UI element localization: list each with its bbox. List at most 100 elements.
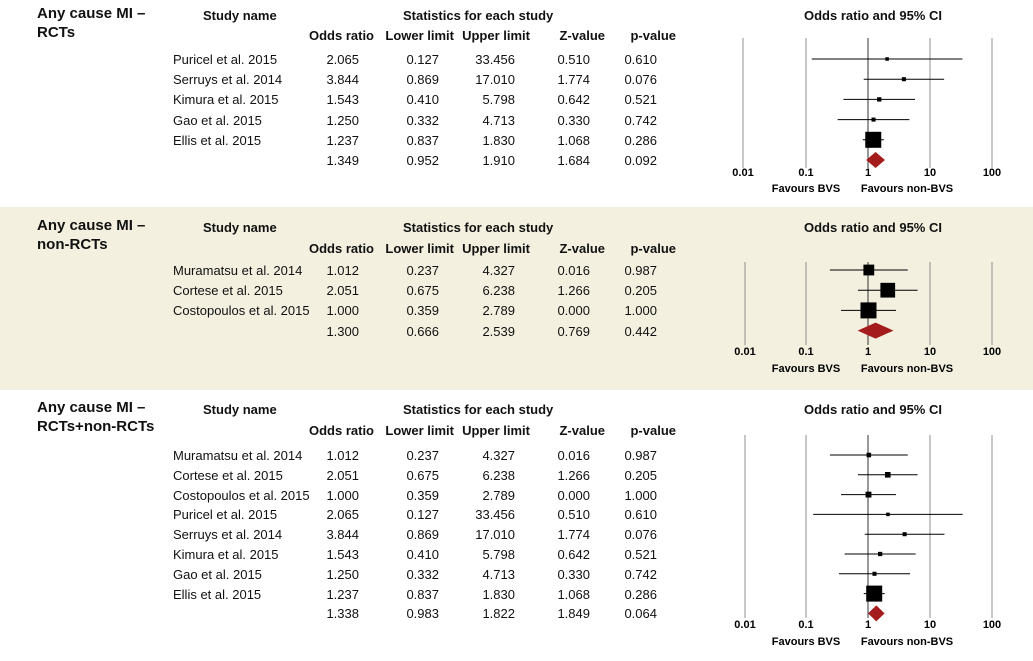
- point-estimate-marker: [860, 302, 877, 319]
- odds-ratio-value: 1.543: [326, 547, 359, 562]
- upper-limit-value: 5.798: [482, 547, 515, 562]
- lower-limit-value: 0.410: [406, 92, 439, 108]
- study-name: Puricel et al. 2015: [173, 507, 278, 523]
- z-value: 1.849: [557, 606, 590, 622]
- study-name-header: Study name: [203, 220, 277, 235]
- odds-ratio-header: Odds ratio: [308, 241, 374, 256]
- lower-limit-value: 0.952: [406, 153, 439, 168]
- upper-limit-value: 4.713: [482, 566, 515, 582]
- upper-limit-value: 1.830: [482, 132, 515, 148]
- favours-left-label: Favours BVS: [772, 363, 840, 375]
- z-value: 1.684: [557, 153, 590, 168]
- z-value: 1.774: [557, 72, 590, 88]
- p-value: 0.205: [624, 467, 657, 483]
- point-estimate-marker: [901, 77, 906, 82]
- lower-limit-header: Lower limit: [385, 423, 454, 438]
- summary-diamond: [857, 322, 894, 339]
- favours-right-label: Favours non-BVS: [861, 636, 953, 648]
- lower-limit-value: 0.869: [406, 527, 439, 543]
- z-value: 0.330: [557, 566, 590, 582]
- odds-ratio-value: 2.051: [326, 283, 359, 299]
- study-name: Cortese et al. 2015: [173, 467, 283, 483]
- upper-limit-value: 1.910: [482, 153, 515, 168]
- x-tick-label: 1: [865, 619, 871, 631]
- z-value: 0.000: [557, 303, 590, 319]
- study-name: Serruys et al. 2014: [173, 527, 283, 543]
- stats-header: Statistics for each study: [403, 220, 554, 235]
- p-value: 0.076: [624, 527, 657, 543]
- study-name-header: Study name: [203, 8, 277, 23]
- upper-limit-value: 4.713: [482, 112, 515, 128]
- z-value: 1.068: [557, 132, 590, 148]
- x-tick-label: 10: [924, 619, 936, 631]
- upper-limit-value: 2.539: [482, 323, 515, 339]
- x-tick-label: 0.01: [732, 167, 753, 179]
- odds-ratio-value: 1.543: [326, 92, 359, 108]
- lower-limit-value: 0.983: [406, 606, 439, 622]
- forest-plot-area: 0.01 0.1 1 10 100 Favours BVS Favours non-BVS: [734, 262, 1001, 375]
- lower-limit-value: 0.237: [406, 448, 439, 463]
- upper-limit-value: 33.456: [475, 507, 515, 523]
- odds-ratio-value: 1.012: [326, 448, 359, 463]
- z-value: 0.330: [557, 112, 590, 128]
- z-value: 0.016: [557, 448, 590, 463]
- upper-limit-header: Upper limit: [462, 241, 530, 256]
- upper-limit-header: Upper limit: [462, 423, 530, 438]
- point-estimate-marker: [866, 452, 872, 458]
- p-value: 0.064: [624, 606, 657, 622]
- lower-limit-value: 0.675: [406, 283, 439, 299]
- z-value: 1.266: [557, 283, 590, 299]
- point-estimate-marker: [886, 512, 890, 517]
- lower-limit-value: 0.675: [406, 467, 439, 483]
- p-value: 0.092: [624, 153, 657, 168]
- z-value: 1.266: [557, 467, 590, 483]
- p-value: 0.521: [624, 92, 657, 108]
- study-name: Costopoulos et al. 2015: [173, 303, 310, 319]
- x-tick-label: 0.1: [798, 346, 813, 358]
- p-value: 1.000: [624, 487, 657, 503]
- point-estimate-marker: [884, 472, 891, 478]
- p-value-header: p-value: [630, 241, 676, 256]
- lower-limit-header: Lower limit: [385, 28, 454, 43]
- p-value: 1.000: [624, 303, 657, 319]
- upper-limit-value: 17.010: [475, 527, 515, 543]
- z-value: 0.642: [557, 547, 590, 562]
- x-tick-label: 0.1: [798, 167, 813, 179]
- z-value: 1.068: [557, 586, 590, 602]
- x-tick-label: 10: [924, 346, 936, 358]
- z-value: 0.642: [557, 92, 590, 108]
- stats-header: Statistics for each study: [403, 402, 554, 417]
- panel-title-line1: Any cause MI –: [37, 399, 146, 416]
- forest-panel: Any cause MI – RCTs+non-RCTs Study name Sta…: [0, 390, 1033, 661]
- point-estimate-marker: [877, 551, 883, 557]
- p-value: 0.742: [624, 112, 657, 128]
- study-name: Cortese et al. 2015: [173, 283, 283, 299]
- p-value-header: p-value: [630, 28, 676, 43]
- odds-ratio-header: Odds ratio: [308, 423, 374, 438]
- lower-limit-value: 0.332: [406, 112, 439, 128]
- odds-ratio-value: 3.844: [326, 527, 359, 543]
- upper-limit-value: 2.789: [482, 303, 515, 319]
- lower-limit-value: 0.869: [406, 72, 439, 88]
- panel-title-line1: Any cause MI –: [37, 217, 146, 234]
- odds-ratio-value: 1.000: [326, 487, 359, 503]
- x-tick-label: 1: [865, 167, 871, 179]
- study-name: Puricel et al. 2015: [173, 52, 278, 67]
- odds-ratio-value: 1.300: [326, 323, 359, 339]
- p-value: 0.987: [624, 263, 657, 278]
- lower-limit-value: 0.410: [406, 547, 439, 562]
- forest-plot-area: 0.01 0.1 1 10 100 Favours BVS Favours non-BVS: [734, 435, 1001, 648]
- study-name: Ellis et al. 2015: [173, 132, 262, 148]
- odds-ratio-value: 1.237: [326, 586, 359, 602]
- lower-limit-value: 0.359: [406, 303, 439, 319]
- summary-diamond: [868, 605, 885, 622]
- panel-title-line2: RCTs+non-RCTs: [37, 418, 155, 435]
- upper-limit-value: 6.238: [482, 283, 515, 299]
- upper-limit-value: 4.327: [482, 263, 515, 278]
- study-name: Gao et al. 2015: [173, 112, 262, 128]
- upper-limit-value: 1.830: [482, 586, 515, 602]
- p-value: 0.286: [624, 132, 657, 148]
- lower-limit-value: 0.359: [406, 487, 439, 503]
- point-estimate-marker: [865, 131, 882, 148]
- lower-limit-value: 0.332: [406, 566, 439, 582]
